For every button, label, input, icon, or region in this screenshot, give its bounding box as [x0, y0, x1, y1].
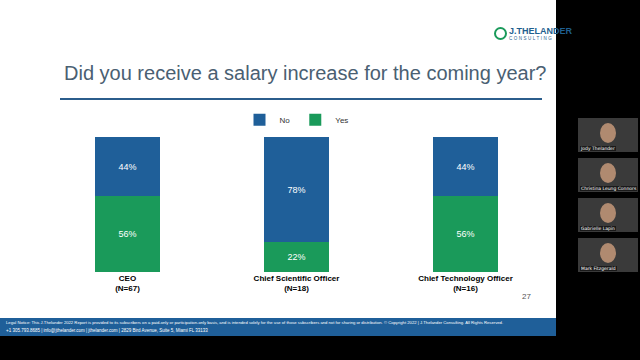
svg-text:78%: 78%	[287, 185, 305, 195]
svg-text:56%: 56%	[118, 229, 136, 239]
html-text:Jody Thelander: Jody Thelander	[581, 146, 615, 151]
html-text:Legal Notice: This J.Thelander: Legal Notice: This J.Thelander 2022 Repo…	[6, 320, 504, 325]
svg-text:Yes: Yes	[335, 116, 348, 125]
html-text:Did you receive a salary incre: Did you receive a salary increase for th…	[64, 62, 547, 84]
html-text:CONSULTING: CONSULTING	[509, 36, 554, 41]
svg-text:56%: 56%	[456, 229, 474, 239]
html-text:27: 27	[522, 292, 531, 301]
html-text:Mark Fitzgerald: Mark Fitzgerald	[581, 266, 616, 271]
html-text:J.THELANDER: J.THELANDER	[509, 26, 572, 36]
html-text:Gabrielle Lapin: Gabrielle Lapin	[581, 226, 615, 231]
svg-text:Chief Technology Officer(N=16): Chief Technology Officer(N=16)	[418, 274, 513, 293]
html-text:Christina Leung Connors: Christina Leung Connors	[581, 186, 637, 191]
svg-text:CEO(N=67): CEO(N=67)	[115, 274, 140, 293]
svg-text:No: No	[280, 116, 291, 125]
svg-text:44%: 44%	[456, 162, 474, 172]
svg-text:44%: 44%	[118, 162, 136, 172]
svg-text:22%: 22%	[287, 252, 305, 262]
html-text:+1 305.793.8685 | info@jthelan: +1 305.793.8685 | info@jthelander.com | …	[6, 328, 208, 333]
svg-text:Chief Scientific Officer(N=18): Chief Scientific Officer(N=18)	[254, 274, 340, 293]
